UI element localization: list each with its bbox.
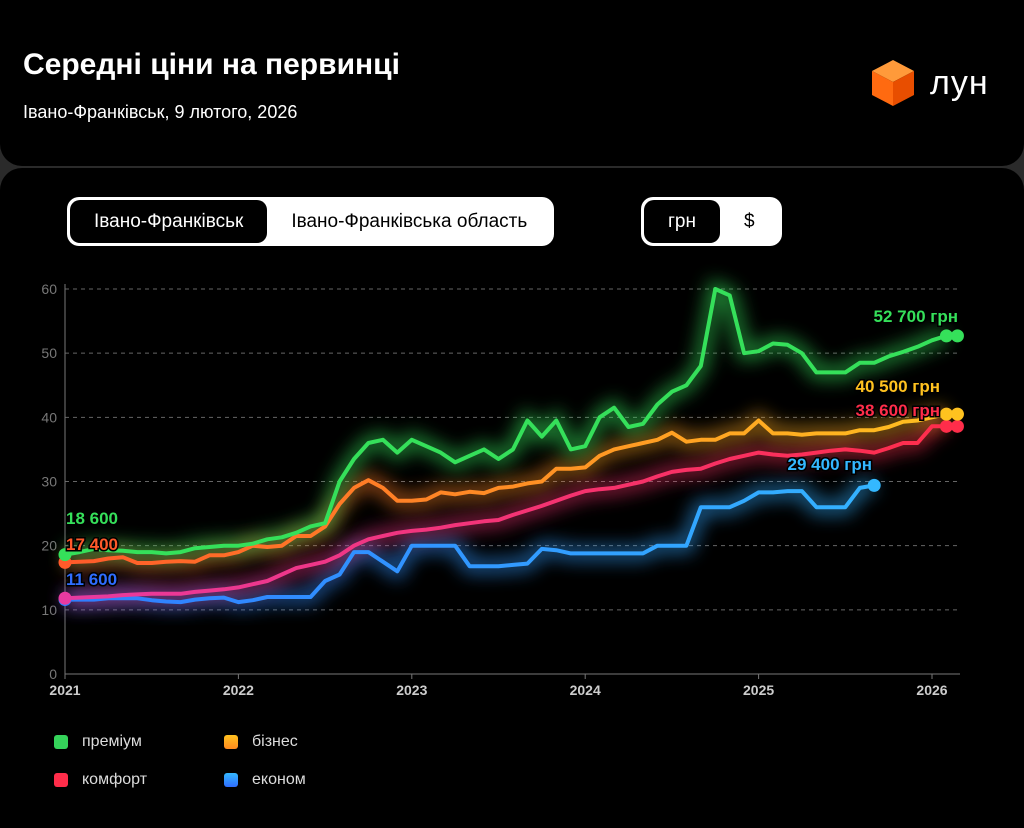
x-tick-label: 2022 [223,682,254,698]
legend-label: комфорт [82,771,148,788]
tab-region[interactable]: Івано-Франківська область [291,210,528,232]
orange-cube-icon [872,60,914,106]
y-tick-label: 20 [41,538,57,554]
series-end-point [939,407,953,421]
y-tick-label: 30 [41,474,57,490]
legend-label: преміум [82,733,142,750]
x-tick-label: 2025 [743,682,774,698]
tab-usd[interactable]: $ [744,210,755,232]
series-end-point [939,419,953,433]
y-tick-label: 10 [41,602,57,618]
legend-swatch [54,735,68,749]
legend-item-business[interactable]: бізнес [224,733,394,751]
series-end-point [950,329,964,343]
legend-item-premium[interactable]: преміум [54,733,224,751]
y-tick-label: 60 [41,281,57,297]
x-tick-label: 2023 [396,682,427,698]
series-start-point [58,548,72,562]
logo: лун [870,58,989,108]
data-label: 11 600 [66,570,117,589]
series-line-комфорт [63,424,949,601]
y-tick-label: 40 [41,409,57,425]
page-title: Середні ціни на первинці [23,48,400,81]
tab-uah[interactable]: грн [644,200,720,243]
data-label: 17 400 [66,535,118,554]
series-end-point [950,407,964,421]
currency-tabs: грн $ [641,197,782,246]
series-end-point [867,478,881,492]
logo-text: лун [930,63,989,102]
page-subtitle: Івано-Франківськ, 9 лютого, 2026 [23,102,298,122]
x-tick-label: 2026 [916,682,947,698]
legend-swatch [224,735,238,749]
legend-swatch [224,773,238,787]
data-label: 29 400 грн [788,455,872,474]
legend-label: економ [252,771,306,788]
data-label: 52 700 грн [874,307,958,326]
series-line-преміум [63,287,949,557]
series-line-бізнес [63,412,949,565]
series-line-економ [63,483,877,605]
legend-swatch [54,773,68,787]
legend-item-econom[interactable]: економ [224,771,394,789]
y-tick-label: 50 [41,345,57,361]
legend: преміум бізнес комфорт економ [54,733,394,789]
x-tick-label: 2024 [570,682,601,698]
data-label: 40 500 грн [856,377,940,396]
data-label: 18 600 [66,509,118,528]
x-tick-label: 2021 [49,682,80,698]
data-label: 38 600 грн [856,401,940,420]
series-end-point [939,329,953,343]
legend-item-comfort[interactable]: комфорт [54,771,224,789]
tab-city[interactable]: Івано-Франківськ [70,200,268,243]
series-end-point [950,419,964,433]
header-card: Середні ціни на первинці Івано-Франківсь… [0,0,1024,166]
series-start-point [58,591,72,605]
region-tabs: Івано-Франківськ Івано-Франківська облас… [67,197,555,246]
legend-label: бізнес [252,733,298,750]
y-tick-label: 0 [49,666,57,682]
